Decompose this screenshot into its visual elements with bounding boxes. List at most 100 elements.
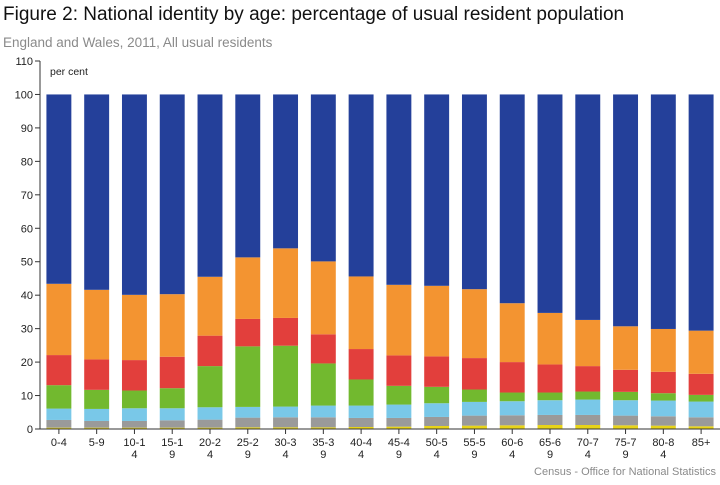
bar-segment-2 (197, 407, 223, 420)
x-tick-label: 10-1 4 (123, 437, 145, 461)
bar-segment-0 (386, 426, 412, 429)
x-tick-label: 30-3 4 (275, 437, 297, 461)
chart-subtitle: England and Wales, 2011, All usual resid… (3, 35, 273, 50)
bar-segment-1 (386, 417, 412, 427)
bar-segment-5 (84, 289, 110, 360)
bar-segment-5 (197, 276, 223, 336)
bar-segment-0 (424, 425, 450, 429)
bar-segment-3 (386, 385, 412, 405)
bar-segment-5 (650, 328, 676, 372)
x-tick-label: 65-6 9 (539, 437, 561, 461)
bar-segment-5 (273, 248, 299, 318)
bar-segment-2 (121, 408, 147, 421)
bar-segment-4 (84, 359, 110, 390)
bar-segment-6 (386, 94, 412, 285)
bar-segment-1 (46, 419, 72, 428)
bar-segment-1 (575, 414, 601, 425)
x-tick-label: 35-3 9 (312, 437, 334, 461)
bar-segment-2 (650, 400, 676, 417)
y-tick-label: 80 (21, 156, 33, 168)
bar-segment-0 (273, 427, 299, 429)
bar-segment-1 (348, 417, 374, 427)
bar-segment-1 (197, 419, 223, 428)
y-tick-label: 40 (21, 290, 33, 302)
bar-segment-2 (84, 408, 110, 421)
bar-segment-2 (348, 405, 374, 418)
x-tick-label: 75-7 9 (615, 437, 637, 461)
bar-segment-2 (273, 406, 299, 418)
bar-segment-4 (613, 369, 639, 392)
x-tick-label: 25-2 9 (237, 437, 259, 461)
chart-title: Figure 2: National identity by age: perc… (3, 4, 625, 25)
bar-segment-6 (273, 94, 299, 249)
bar-segment-3 (235, 346, 261, 407)
bar-segment-4 (650, 371, 676, 394)
bar-segment-0 (461, 425, 487, 429)
bar-segment-5 (688, 330, 714, 374)
bar-segment-4 (235, 318, 261, 347)
x-tick-label: 40-4 4 (350, 437, 372, 461)
bar-segment-0 (537, 424, 563, 429)
bar-segment-5 (46, 283, 72, 356)
bar-segment-1 (499, 415, 525, 426)
bar-segment-0 (499, 425, 525, 429)
bar-segment-3 (84, 389, 110, 409)
bar-segment-4 (159, 356, 185, 389)
bar-segment-4 (310, 334, 336, 364)
bar-segment-0 (310, 427, 336, 429)
bar-segment-2 (386, 404, 412, 418)
bar-segment-4 (575, 366, 601, 392)
bar-segment-3 (461, 389, 487, 402)
x-tick-label: 15-1 9 (161, 437, 183, 461)
y-axis: 0 10 20 30 40 50 60 70 80 90 100 110 (15, 56, 41, 436)
bar-segment-4 (461, 358, 487, 390)
y-tick-label: 60 (21, 223, 33, 235)
bar-segment-2 (235, 406, 261, 418)
x-axis: 0-4 5-9 10-1 4 15-1 9 20-2 4 25-2 9 30-3 4 35-3 9 40-4… (40, 428, 720, 461)
bar-segment-5 (499, 303, 525, 363)
bar-segment-6 (121, 94, 147, 295)
y-tick-label: 0 (27, 424, 33, 436)
bar-segment-6 (688, 94, 714, 331)
x-tick-label: 85+ (692, 437, 711, 449)
bar-segment-6 (197, 94, 223, 277)
bar-segment-6 (84, 94, 110, 290)
bar-segment-1 (235, 417, 261, 428)
bar-segment-6 (310, 94, 336, 262)
bar-segment-6 (537, 94, 563, 313)
bar-segment-0 (121, 427, 147, 429)
bar-segment-3 (575, 391, 601, 400)
bar-segment-4 (386, 355, 412, 386)
y-tick-label: 100 (15, 89, 33, 101)
bar-segment-1 (121, 420, 147, 428)
bar-segment-3 (424, 386, 450, 404)
y-tick-label: 10 (21, 391, 33, 403)
bar-segment-6 (650, 94, 676, 329)
bar-segment-0 (688, 426, 714, 429)
x-tick-label: 55-5 9 (463, 437, 485, 461)
bar-segment-0 (84, 427, 110, 429)
bar-segment-5 (575, 319, 601, 367)
bar-segment-1 (310, 417, 336, 428)
bar-segment-5 (310, 261, 336, 335)
bar-segment-3 (348, 379, 374, 406)
bar-segment-3 (46, 385, 72, 409)
bar-segment-6 (348, 94, 374, 277)
bar-segment-4 (273, 317, 299, 346)
y-tick-label: 20 (21, 357, 33, 369)
bar-segment-1 (424, 416, 450, 426)
bar-segment-5 (537, 312, 563, 365)
bar-segment-1 (159, 420, 185, 428)
bar-segment-1 (273, 417, 299, 428)
bar-segment-6 (46, 94, 72, 284)
bar-segment-3 (688, 394, 714, 402)
bar-segment-4 (688, 373, 714, 395)
bar-segment-2 (159, 408, 185, 421)
bar-segment-2 (575, 399, 601, 415)
bar-segment-5 (235, 257, 261, 319)
bar-segment-4 (46, 355, 72, 386)
bar-segment-6 (575, 94, 601, 320)
x-tick-label: 5-9 (89, 437, 105, 449)
source-note: Census - Office for National Statistics (534, 466, 716, 478)
bar-segment-0 (613, 425, 639, 429)
